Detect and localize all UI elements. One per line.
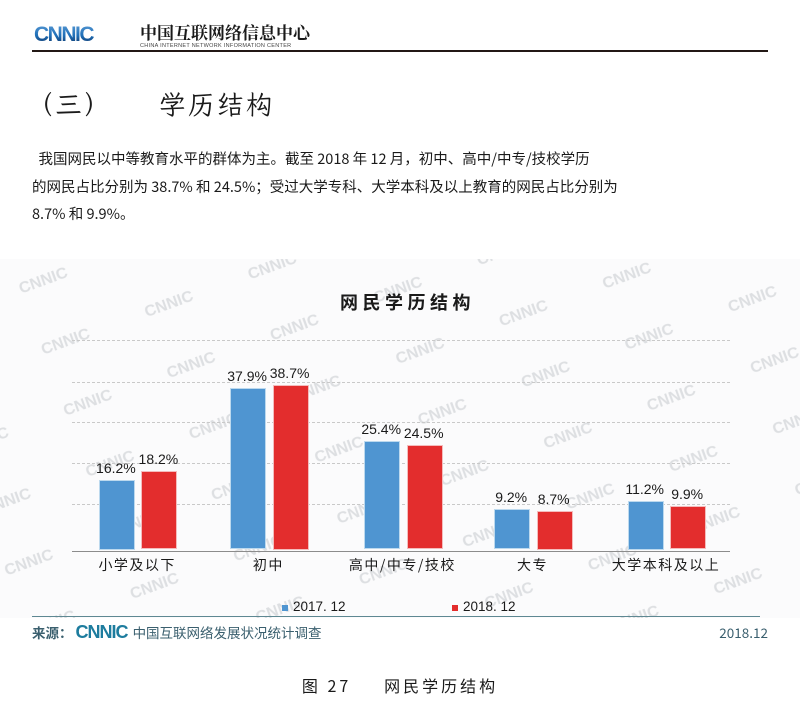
svg-text:中国互联网络信息中心: 中国互联网络信息中心 (140, 20, 312, 44)
svg-text:CNNIC: CNNIC (34, 23, 94, 46)
svg-text:CHINA INTERNET NETWORK INFORMA: CHINA INTERNET NETWORK INFORMATION CENTE… (140, 43, 291, 49)
